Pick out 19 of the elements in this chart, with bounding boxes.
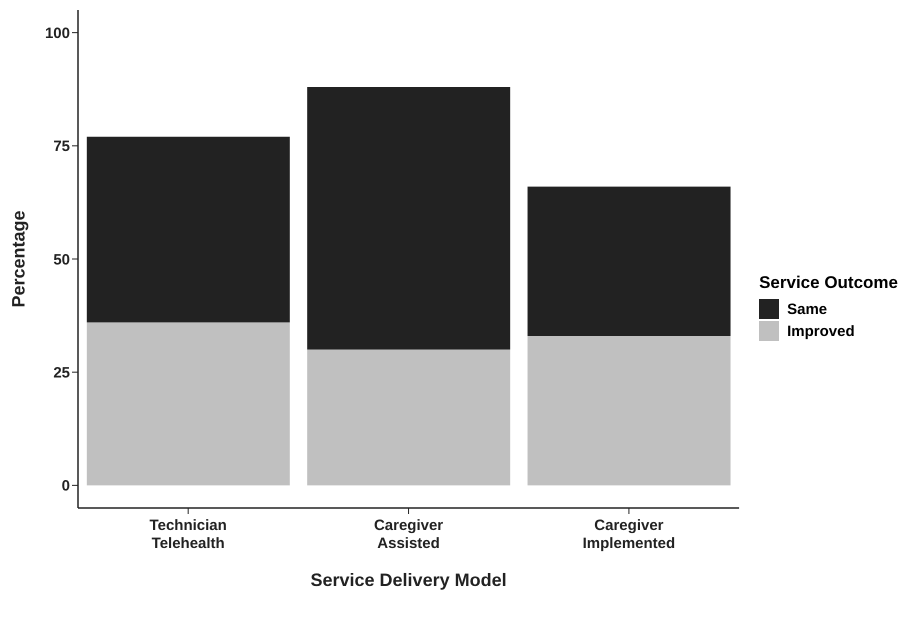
bar [307, 350, 510, 486]
x-axis-title: Service Delivery Model [310, 570, 507, 590]
legend-title: Service Outcome [759, 273, 898, 293]
x-tick-label: Technician Telehealth [150, 517, 227, 552]
bar [528, 336, 731, 486]
legend-label: Improved [787, 322, 855, 340]
bar [86, 322, 290, 486]
y-tick-label: 25 [53, 364, 70, 382]
bar [307, 86, 510, 350]
x-tick-label: Caregiver Assisted [374, 517, 444, 552]
y-tick-label: 100 [44, 24, 70, 42]
y-tick-label: 50 [53, 251, 70, 268]
y-tick-label: 0 [62, 478, 70, 495]
x-tick-label: Caregiver Implemented [582, 517, 676, 552]
bar [86, 136, 290, 322]
legend-label: Same [787, 300, 828, 318]
bar [528, 186, 731, 336]
y-tick-label: 75 [53, 138, 70, 156]
y-axis-title: Percentage [8, 210, 28, 308]
